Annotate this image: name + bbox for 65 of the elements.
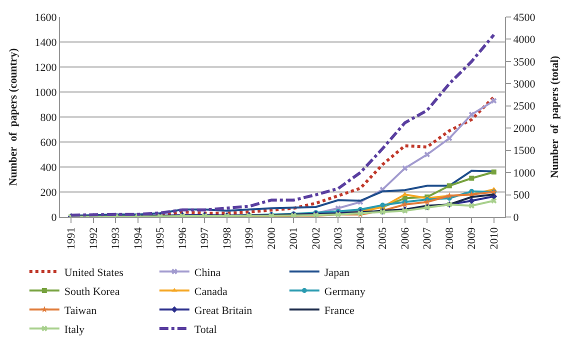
point bbox=[468, 202, 474, 209]
legend-label: Total bbox=[194, 324, 217, 336]
y2-tick-label: 2000 bbox=[513, 122, 536, 135]
y-tick-label: 0 bbox=[51, 212, 58, 224]
y-tick-label: 400 bbox=[40, 162, 58, 174]
y-tick-label: 1600 bbox=[34, 12, 58, 24]
legend-label: Italy bbox=[64, 324, 86, 336]
point bbox=[491, 98, 497, 104]
y-tick-label: 1200 bbox=[34, 62, 58, 74]
x-tick-label: 2008 bbox=[444, 226, 456, 250]
x-tick-label: 2005 bbox=[377, 226, 390, 250]
x-tick-label: 2006 bbox=[399, 226, 412, 250]
point bbox=[468, 112, 474, 118]
x-tick-label: 2003 bbox=[332, 226, 345, 250]
legend-label: United States bbox=[64, 266, 124, 279]
x-tick-label: 2002 bbox=[310, 227, 322, 250]
point bbox=[491, 198, 497, 204]
point bbox=[446, 183, 452, 188]
x-tick-label: 1998 bbox=[221, 226, 234, 250]
legend-label: Taiwan bbox=[64, 304, 98, 317]
point bbox=[424, 152, 430, 158]
legend-label: Canada bbox=[194, 286, 228, 298]
point bbox=[491, 170, 496, 174]
x-tick-label: 2000 bbox=[266, 226, 278, 250]
x-tick-label: 1991 bbox=[66, 227, 78, 250]
legend-label: Germany bbox=[324, 286, 366, 298]
y2-tick-label: 4500 bbox=[513, 12, 536, 24]
legend-label: Japan bbox=[324, 266, 350, 279]
y-tick-label: 1400 bbox=[34, 36, 58, 49]
y2-tick-label: 2500 bbox=[513, 100, 536, 113]
x-tick-label: 2010 bbox=[488, 226, 500, 250]
x-tick-label: 1997 bbox=[199, 226, 212, 250]
y-tick-label: 600 bbox=[40, 136, 58, 149]
x-tick-label: 1995 bbox=[154, 226, 167, 250]
x-tick-label: 1999 bbox=[244, 226, 256, 250]
point bbox=[402, 201, 408, 208]
y2-tick-label: 0 bbox=[513, 212, 520, 224]
point bbox=[424, 198, 430, 205]
x-tick-label: 2009 bbox=[466, 226, 478, 250]
point bbox=[468, 198, 475, 204]
x-tick-label: 1994 bbox=[132, 226, 144, 250]
legend-label: France bbox=[324, 304, 354, 317]
y2-tick-label: 3500 bbox=[513, 56, 536, 68]
x-tick-label: 2007 bbox=[422, 226, 434, 250]
legend-label: South Korea bbox=[64, 286, 120, 298]
y-axis-title: Number of papers (country) bbox=[7, 48, 20, 186]
y-tick-label: 1000 bbox=[34, 86, 58, 99]
point bbox=[469, 176, 474, 181]
y2-tick-label: 3000 bbox=[513, 78, 536, 91]
x-tick-label: 2001 bbox=[288, 227, 300, 250]
y2-tick-label: 500 bbox=[513, 190, 530, 202]
legend-label: Great Britain bbox=[194, 304, 253, 317]
y2-tick-label: 4000 bbox=[513, 34, 536, 46]
x-tick-label: 2004 bbox=[354, 226, 367, 250]
point bbox=[402, 165, 408, 172]
y2-tick-label: 1500 bbox=[513, 145, 536, 158]
legend-label: China bbox=[194, 266, 221, 279]
x-tick-label: 1993 bbox=[110, 226, 122, 250]
y2-axis-title: Number of papers (total) bbox=[548, 56, 561, 178]
x-tick-label: 1992 bbox=[88, 227, 100, 250]
point bbox=[446, 135, 452, 142]
y-tick-label: 200 bbox=[40, 186, 58, 199]
y2-tick-label: 1000 bbox=[513, 167, 536, 180]
y-tick-label: 800 bbox=[40, 112, 58, 124]
x-tick-label: 1996 bbox=[176, 226, 189, 250]
